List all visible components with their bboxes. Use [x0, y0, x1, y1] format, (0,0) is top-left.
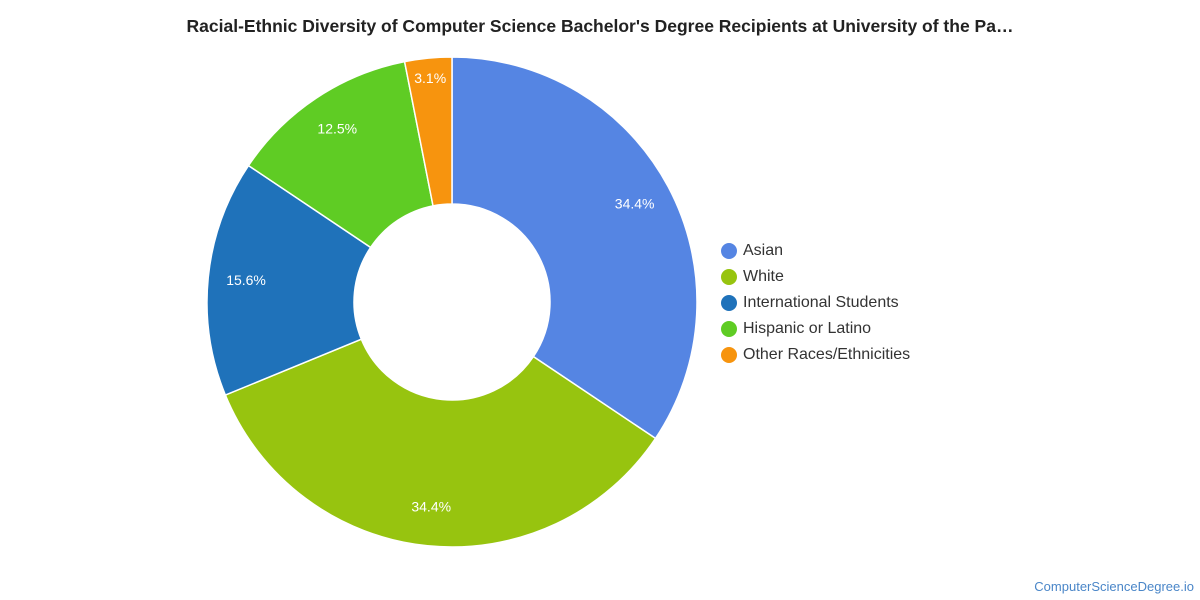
legend-item-other-races-ethnicities[interactable]: Other Races/Ethnicities: [721, 344, 910, 370]
legend-swatch-icon: [721, 269, 737, 285]
data-label-asian: 34.4%: [615, 195, 655, 211]
legend-swatch-icon: [721, 347, 737, 363]
legend-swatch-icon: [721, 321, 737, 337]
slice-asian[interactable]: [451, 56, 698, 440]
legend-item-hispanic-or-latino[interactable]: Hispanic or Latino: [721, 318, 910, 344]
data-label-hispanic-or-latino: 12.5%: [317, 120, 357, 136]
slice-hispanic-or-latino[interactable]: [247, 60, 434, 249]
legend-item-white[interactable]: White: [721, 266, 910, 292]
legend-label: Hispanic or Latino: [743, 320, 872, 337]
data-label-other-races-ethnicities: 3.1%: [414, 70, 446, 86]
chart-title: Racial-Ethnic Diversity of Computer Scie…: [186, 16, 1014, 36]
legend-item-international-students[interactable]: International Students: [721, 292, 910, 318]
data-label-international-students: 15.6%: [226, 272, 266, 288]
legend-swatch-icon: [721, 243, 737, 259]
legend-swatch-icon: [721, 295, 737, 311]
data-label-white: 34.4%: [411, 499, 451, 515]
slice-white[interactable]: [224, 338, 657, 548]
slice-international-students[interactable]: [206, 164, 372, 397]
legend-label: White: [743, 268, 784, 285]
legend-label: International Students: [743, 294, 899, 311]
source-watermark[interactable]: ComputerScienceDegree.io: [1034, 579, 1194, 594]
legend-label: Asian: [743, 242, 784, 259]
legend-label: Other Races/Ethnicities: [743, 346, 911, 363]
slice-other-races-ethnicities[interactable]: [403, 56, 453, 207]
chart-legend: Asian White International Students Hispanic…: [721, 240, 910, 370]
legend-item-asian[interactable]: Asian: [721, 240, 910, 266]
